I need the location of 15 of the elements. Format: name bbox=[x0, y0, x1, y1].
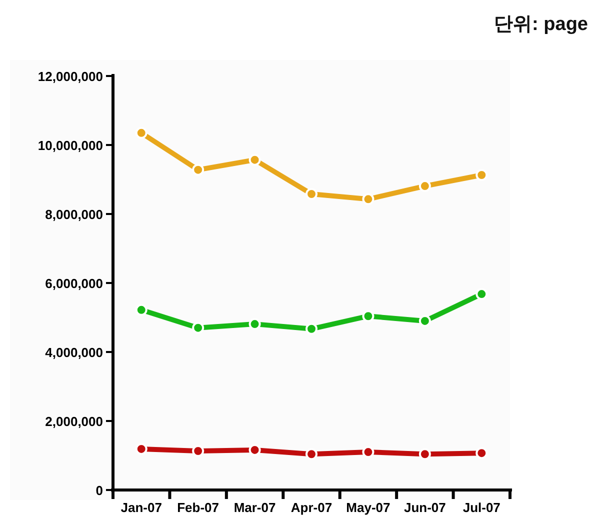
y-tick-label: 12,000,000 bbox=[38, 69, 103, 84]
y-tick-label: 2,000,000 bbox=[45, 414, 103, 429]
x-tick-label: Jun-07 bbox=[404, 500, 446, 515]
y-tick-label: 10,000,000 bbox=[38, 138, 103, 153]
x-tick-label: Feb-07 bbox=[177, 500, 220, 515]
x-tick-label: May-07 bbox=[346, 500, 390, 515]
y-tick-label: 8,000,000 bbox=[45, 207, 103, 222]
y-tick-label: 6,000,000 bbox=[45, 276, 103, 291]
x-tick-label: Jul-07 bbox=[462, 500, 500, 515]
x-tick-label: Apr-07 bbox=[290, 500, 332, 515]
x-tick-label: Jan-07 bbox=[120, 500, 162, 515]
chart-subtitle: 단위: page bbox=[494, 14, 588, 35]
x-tick-label: Mar-07 bbox=[234, 500, 276, 515]
y-tick-label: 4,000,000 bbox=[45, 345, 103, 360]
y-tick-label: 0 bbox=[96, 483, 103, 498]
